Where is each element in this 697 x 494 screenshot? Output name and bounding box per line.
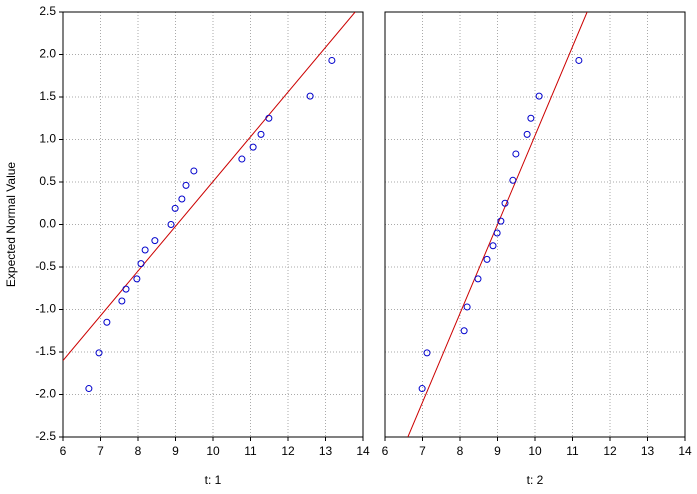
x-tick-label: 12: [281, 444, 295, 458]
y-axis-label: Expected Normal Value: [4, 162, 18, 288]
point: [493, 229, 501, 237]
y-tick-label: 2.5: [39, 4, 56, 18]
x-tick-label: 6: [382, 444, 389, 458]
x-tick-label: 8: [135, 444, 142, 458]
x-tick-label: 9: [494, 444, 501, 458]
x-tick-label: 13: [641, 444, 655, 458]
x-tick-label: 11: [566, 444, 579, 458]
y-tick-label: -1.0: [35, 302, 56, 316]
point: [460, 327, 468, 335]
y-tick-label: -1.5: [35, 344, 56, 358]
x-tick-label: 8: [457, 444, 464, 458]
x-axis-label: t: 1: [205, 473, 222, 487]
x-tick-label: 7: [97, 444, 104, 458]
point: [423, 349, 431, 357]
point: [306, 92, 314, 100]
y-tick-label: 0.5: [39, 174, 56, 188]
point: [85, 385, 93, 393]
point: [512, 150, 520, 158]
x-tick-label: 14: [356, 444, 370, 458]
point: [418, 385, 426, 393]
point: [167, 221, 175, 228]
point: [483, 255, 491, 263]
y-tick-label: -0.5: [35, 259, 56, 273]
point: [527, 114, 535, 122]
x-tick-label: 9: [172, 444, 179, 458]
point: [151, 237, 159, 245]
point: [178, 195, 186, 203]
point: [501, 199, 509, 207]
x-tick-label: 10: [206, 444, 220, 458]
x-tick-label: 11: [244, 444, 257, 458]
y-tick-label: -2.5: [35, 429, 56, 443]
y-tick-label: 2.0: [39, 47, 56, 61]
point: [575, 56, 583, 64]
point: [190, 167, 198, 175]
x-tick-label: 10: [528, 444, 542, 458]
y-tick-label: 0.0: [39, 217, 56, 231]
point: [509, 176, 517, 184]
plot-border: [384, 11, 686, 438]
point: [171, 204, 179, 212]
point: [238, 155, 246, 163]
point: [489, 242, 497, 250]
point: [463, 303, 471, 311]
point: [265, 114, 273, 122]
fit-line: [407, 12, 588, 437]
point: [103, 318, 111, 326]
fit-line: [63, 12, 356, 361]
point: [141, 246, 149, 254]
y-tick-label: 1.0: [39, 132, 56, 146]
point: [137, 260, 145, 268]
x-tick-label: 6: [60, 444, 67, 458]
x-axis-label: t: 2: [527, 473, 544, 487]
x-tick-label: 14: [678, 444, 692, 458]
point: [95, 349, 103, 357]
point: [497, 217, 505, 225]
point: [523, 130, 531, 138]
x-tick-label: 13: [319, 444, 333, 458]
y-tick-label: 1.5: [39, 89, 56, 103]
point: [474, 275, 482, 283]
point: [122, 285, 130, 293]
point: [328, 56, 336, 64]
y-tick-label: -2.0: [35, 387, 56, 401]
x-tick-label: 12: [603, 444, 617, 458]
plot-content: [407, 12, 588, 437]
point: [133, 275, 141, 283]
x-tick-label: 7: [419, 444, 426, 458]
plot-content: [63, 12, 356, 393]
point: [118, 297, 126, 305]
point: [535, 92, 543, 100]
point: [249, 143, 257, 151]
point: [182, 181, 190, 189]
point: [257, 130, 265, 138]
plot-border: [62, 11, 364, 438]
